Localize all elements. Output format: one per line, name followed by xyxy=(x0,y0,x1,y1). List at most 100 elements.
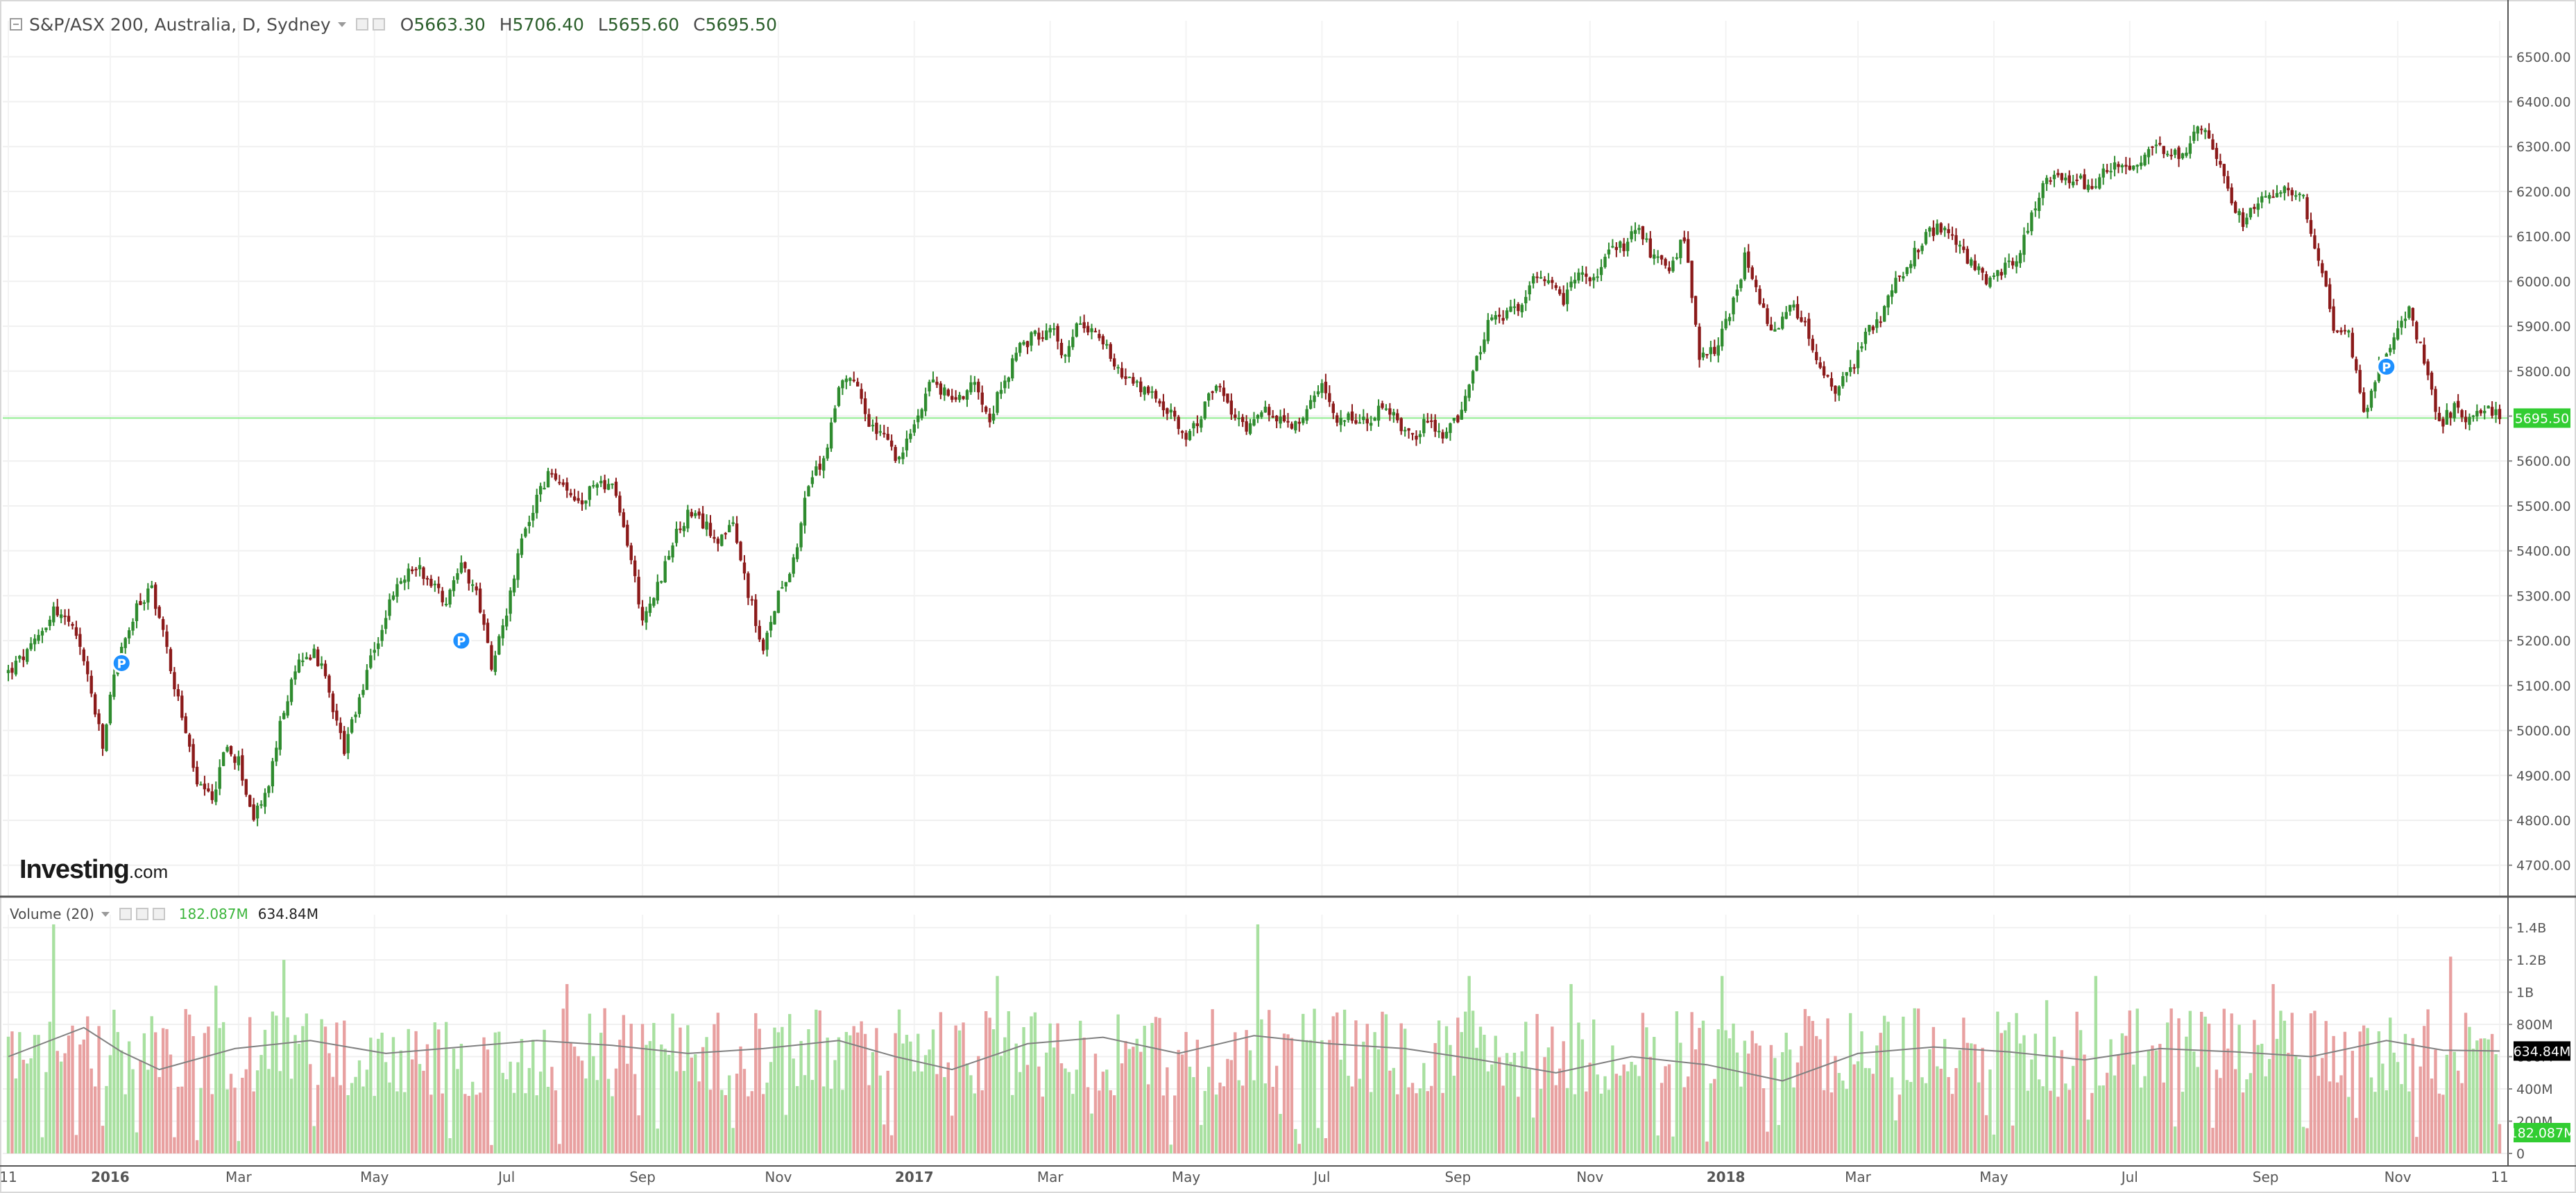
volume-bar xyxy=(135,1132,139,1153)
close-icon[interactable] xyxy=(152,908,165,920)
candle-body xyxy=(1622,243,1626,251)
candle-body xyxy=(901,452,905,459)
candle-body xyxy=(1928,227,1931,232)
volume-bar xyxy=(1565,1088,1569,1153)
event-marker-circle[interactable] xyxy=(2376,356,2397,377)
logo-main-text: Investing xyxy=(19,855,130,884)
volume-title[interactable]: Volume (20) xyxy=(10,906,94,922)
candle-body xyxy=(1444,432,1449,439)
volume-bar xyxy=(67,1035,71,1153)
volume-bar xyxy=(512,1092,516,1153)
candle-body xyxy=(2083,174,2086,189)
candle-body xyxy=(1014,353,1018,361)
volume-bar xyxy=(1841,1081,1845,1153)
settings-icon[interactable] xyxy=(355,18,368,31)
event-marker-circle[interactable] xyxy=(111,652,132,673)
event-markers[interactable]: P P P xyxy=(111,356,2397,673)
candle-body xyxy=(1539,277,1543,279)
candle-body xyxy=(1611,246,1614,248)
candle-body xyxy=(2498,409,2502,419)
hide-icon[interactable] xyxy=(135,908,148,920)
volume-bar xyxy=(860,1021,863,1153)
volume-bar xyxy=(1788,1049,1792,1153)
collapse-icon[interactable] xyxy=(10,18,22,31)
volume-bar xyxy=(595,1080,599,1153)
candle-body xyxy=(871,425,875,427)
candle-body xyxy=(357,697,361,714)
candle-body xyxy=(1135,381,1139,383)
candle-body xyxy=(2392,337,2396,350)
candle-body xyxy=(93,694,97,715)
candle-body xyxy=(747,573,750,598)
volume-bar xyxy=(1664,1066,1667,1153)
volume-bar xyxy=(1551,1026,1554,1153)
candle-body xyxy=(2249,208,2253,218)
volume-bar xyxy=(2098,1085,2101,1153)
candle-body xyxy=(2301,194,2305,196)
volume-bar xyxy=(1962,1017,1965,1153)
volume-bar xyxy=(2083,1054,2086,1153)
event-marker-circle[interactable] xyxy=(451,630,472,651)
volume-bar xyxy=(1837,1073,1841,1153)
price-axis[interactable]: 6500.00 6400.00 6300.00 6200.00 6100.00 6000.… xyxy=(2508,50,2571,874)
candle-body xyxy=(577,498,580,501)
candle-body xyxy=(1071,337,1075,348)
volume-bar xyxy=(1037,1066,1041,1153)
symbol-title[interactable]: S&P/ASX 200, Australia, D, Sydney xyxy=(29,14,331,35)
candle-body xyxy=(1943,228,1947,230)
candle-body xyxy=(2094,186,2098,188)
volume-bar xyxy=(758,1029,761,1153)
volume-bar xyxy=(1308,1040,1313,1153)
volume-bar xyxy=(1415,1093,1418,1153)
volume-bar xyxy=(2185,1036,2188,1153)
candle-body xyxy=(1471,371,1475,384)
candle-body xyxy=(829,422,833,449)
candle-body xyxy=(2490,407,2494,416)
event-marker-icon[interactable]: P xyxy=(2376,356,2397,377)
candle-body xyxy=(1509,306,1512,312)
hide-icon[interactable] xyxy=(372,18,385,31)
event-marker-icon[interactable]: P xyxy=(111,652,132,673)
candle-body xyxy=(1531,276,1535,284)
candle-body xyxy=(350,719,354,733)
candle-body xyxy=(2124,164,2128,167)
candle-body xyxy=(776,591,781,614)
event-marker-icon[interactable]: P xyxy=(451,630,472,651)
candle-body xyxy=(2369,390,2373,408)
candle-body xyxy=(758,625,761,640)
candle-body xyxy=(327,675,331,693)
time-axis[interactable]: 11 2016 Mar May Jul Sep Nov 2017 Mar May Jul Sep Nov… xyxy=(0,1169,2509,1185)
settings-icon[interactable] xyxy=(119,908,132,920)
price-tick-label: 5900.00 xyxy=(2516,319,2571,335)
volume-bar xyxy=(1750,1031,1754,1153)
candle-body xyxy=(1007,378,1011,382)
candle-body xyxy=(139,601,142,605)
candle-body xyxy=(1939,223,1943,232)
volume-bar xyxy=(572,1047,577,1153)
candle-body xyxy=(403,579,407,583)
chevron-down-icon[interactable] xyxy=(101,911,110,917)
volume-bar xyxy=(1603,1076,1607,1153)
candle-body xyxy=(690,511,693,517)
volume-bar xyxy=(1512,1052,1517,1153)
candle-body xyxy=(2400,321,2403,328)
candle-body xyxy=(2290,189,2294,196)
volume-bar xyxy=(626,1063,629,1153)
volume-bar xyxy=(1852,1064,1856,1153)
candle-body xyxy=(2449,412,2453,418)
volume-bar xyxy=(2434,1049,2437,1153)
candle-body xyxy=(241,755,244,781)
candle-body xyxy=(1090,328,1093,332)
volume-bar xyxy=(1573,1094,1577,1153)
candle-body xyxy=(814,466,818,475)
volume-bar xyxy=(524,1093,527,1153)
volume-bar xyxy=(1539,1088,1543,1153)
candle-body xyxy=(645,611,648,623)
volume-bar xyxy=(1339,1059,1342,1153)
volume-bar xyxy=(1524,1022,1528,1153)
volume-bar xyxy=(656,1128,660,1153)
chevron-down-icon[interactable] xyxy=(337,22,346,27)
volume-bar xyxy=(1124,1041,1127,1153)
volume-bar xyxy=(1381,1011,1384,1153)
candle-body xyxy=(1920,245,1924,251)
